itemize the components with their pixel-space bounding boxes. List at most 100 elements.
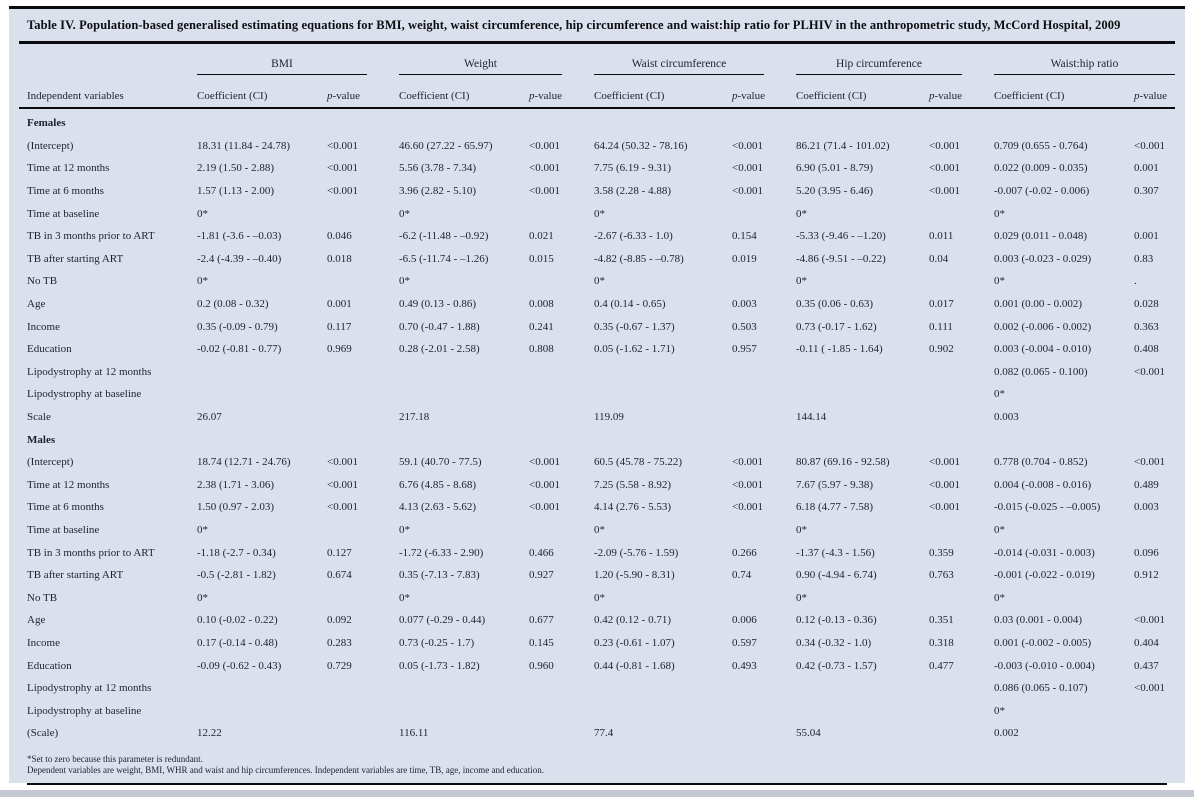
p-value-cell: <0.001 bbox=[529, 478, 560, 491]
p-value-column-header: p-value bbox=[732, 90, 765, 102]
coef-cell: 0.001 (-0.002 - 0.005) bbox=[994, 636, 1092, 649]
coef-cell: 0.10 (-0.02 - 0.22) bbox=[197, 614, 278, 627]
p-value-cell: <0.001 bbox=[732, 478, 763, 491]
coef-cell: 0* bbox=[197, 523, 208, 536]
coef-cell: 0* bbox=[994, 704, 1005, 717]
coef-column-header: Coefficient (CI) bbox=[399, 90, 470, 102]
p-value-cell: <0.001 bbox=[732, 185, 763, 198]
p-value-cell: <0.001 bbox=[529, 185, 560, 198]
table-title: Table IV. Population-based generalised e… bbox=[27, 18, 1121, 32]
coef-cell: 0.003 (-0.004 - 0.010) bbox=[994, 343, 1092, 356]
p-value-cell: 0.437 bbox=[1134, 659, 1159, 672]
p-italic: p bbox=[529, 90, 535, 102]
p-value-cell: <0.001 bbox=[327, 139, 358, 152]
p-value-cell: 0.001 bbox=[1134, 162, 1159, 175]
section-header: Males bbox=[27, 433, 56, 446]
table-row: TB after starting ART -0.5 (-2.81 - 1.82)… bbox=[27, 564, 1175, 587]
coef-cell: 217.18 bbox=[399, 411, 430, 424]
coef-cell: 2.38 (1.71 - 3.06) bbox=[197, 478, 274, 491]
p-value-cell: <0.001 bbox=[929, 139, 960, 152]
p-value-cell: 0.092 bbox=[327, 614, 352, 627]
column-group-header: Hip circumference bbox=[796, 58, 962, 75]
row-label: (Intercept) bbox=[27, 139, 74, 152]
row-label: TB after starting ART bbox=[27, 569, 124, 582]
p-value-cell: 0.404 bbox=[1134, 636, 1159, 649]
row-label: TB after starting ART bbox=[27, 252, 124, 265]
row-label: Age bbox=[27, 614, 46, 627]
coef-cell: -0.001 (-0.022 - 0.019) bbox=[994, 569, 1095, 582]
coef-cell: -1.81 (-3.6 - –0.03) bbox=[197, 230, 282, 243]
row-label: (Scale) bbox=[27, 727, 59, 740]
coef-cell: 0.42 (0.12 - 0.71) bbox=[594, 614, 671, 627]
coef-cell: 4.13 (2.63 - 5.62) bbox=[399, 501, 476, 514]
p-value-cell: <0.001 bbox=[327, 185, 358, 198]
coef-cell: 0.70 (-0.47 - 1.88) bbox=[399, 320, 480, 333]
p-value-cell: 0.003 bbox=[1134, 501, 1159, 514]
coef-column-header: Coefficient (CI) bbox=[594, 90, 665, 102]
coef-cell: 0* bbox=[594, 523, 605, 536]
coef-cell: 7.75 (6.19 - 9.31) bbox=[594, 162, 671, 175]
p-value-cell: <0.001 bbox=[327, 478, 358, 491]
table-row: No TB 0* 0* 0* 0* 0* bbox=[27, 586, 1175, 609]
coef-cell: 0* bbox=[399, 275, 410, 288]
p-value-cell: <0.001 bbox=[529, 501, 560, 514]
p-value-cell: 0.351 bbox=[929, 614, 954, 627]
column-group-header: Waist circumference bbox=[594, 58, 764, 75]
coef-cell: 18.74 (12.71 - 24.76) bbox=[197, 456, 291, 469]
coef-cell: 0.34 (-0.32 - 1.0) bbox=[796, 636, 872, 649]
coef-cell: 12.22 bbox=[197, 727, 222, 740]
coef-cell: 46.60 (27.22 - 65.97) bbox=[399, 139, 493, 152]
p-value-cell: <0.001 bbox=[1134, 456, 1165, 469]
p-value-cell: 0.318 bbox=[929, 636, 954, 649]
coef-cell: 0.73 (-0.25 - 1.7) bbox=[399, 636, 475, 649]
coef-cell: -0.11 ( -1.85 - 1.64) bbox=[796, 343, 883, 356]
p-value-cell: 0.145 bbox=[529, 636, 554, 649]
table-row: Time at 12 months 2.19 (1.50 - 2.88) <0.00… bbox=[27, 157, 1175, 180]
coef-cell: 1.20 (-5.90 - 8.31) bbox=[594, 569, 675, 582]
coef-cell: 26.07 bbox=[197, 411, 222, 424]
coef-cell: 0* bbox=[796, 207, 807, 220]
row-label: Income bbox=[27, 320, 60, 333]
p-value-cell: 0.597 bbox=[732, 636, 757, 649]
table-row: Lipodystrophy at baseline 0* bbox=[27, 383, 1175, 406]
row-label: Lipodystrophy at baseline bbox=[27, 704, 142, 717]
p-value-cell: 0.001 bbox=[327, 298, 352, 311]
coef-cell: 77.4 bbox=[594, 727, 614, 740]
coef-cell: -0.014 (-0.031 - 0.003) bbox=[994, 546, 1095, 559]
p-value-cell: 0.111 bbox=[929, 320, 953, 333]
table-row: Time at 12 months 2.38 (1.71 - 3.06) <0.00… bbox=[27, 474, 1175, 497]
coef-cell: 0.022 (0.009 - 0.035) bbox=[994, 162, 1088, 175]
p-value-cell: 0.04 bbox=[929, 252, 949, 265]
coef-cell: 4.14 (2.76 - 5.53) bbox=[594, 501, 671, 514]
p-value-cell: 0.307 bbox=[1134, 185, 1159, 198]
coef-cell: 0* bbox=[994, 275, 1005, 288]
p-value-cell: 0.003 bbox=[732, 298, 757, 311]
row-label: Scale bbox=[27, 411, 51, 424]
p-value-cell: 0.359 bbox=[929, 546, 954, 559]
row-label: Time at 6 months bbox=[27, 185, 104, 198]
coef-cell: 0.2 (0.08 - 0.32) bbox=[197, 298, 269, 311]
p-value-cell: <0.001 bbox=[732, 139, 763, 152]
row-label: TB in 3 months prior to ART bbox=[27, 230, 155, 243]
coef-cell: 0* bbox=[594, 275, 605, 288]
coef-cell: 59.1 (40.70 - 77.5) bbox=[399, 456, 482, 469]
p-value-cell: 0.489 bbox=[1134, 478, 1159, 491]
row-label: Education bbox=[27, 343, 72, 356]
table-row: Time at 6 months 1.50 (0.97 - 2.03) <0.001… bbox=[27, 496, 1175, 519]
table-row: Age 0.2 (0.08 - 0.32) 0.001 0.49 (0.13 - 0.… bbox=[27, 293, 1175, 316]
coef-cell: -0.007 (-0.02 - 0.006) bbox=[994, 185, 1090, 198]
p-value-cell: 0.674 bbox=[327, 569, 352, 582]
p-value-cell: <0.001 bbox=[1134, 365, 1165, 378]
p-value-cell: 0.902 bbox=[929, 343, 954, 356]
row-label: Lipodystrophy at baseline bbox=[27, 388, 142, 401]
p-value-cell: 0.83 bbox=[1134, 252, 1154, 265]
p-value-cell: <0.001 bbox=[929, 501, 960, 514]
table-row: Time at baseline 0* 0* 0* 0* 0* bbox=[27, 202, 1175, 225]
coef-cell: 2.19 (1.50 - 2.88) bbox=[197, 162, 274, 175]
coef-cell: 0* bbox=[399, 523, 410, 536]
coef-cell: 0.23 (-0.61 - 1.07) bbox=[594, 636, 675, 649]
table-card: Table IV. Population-based generalised e… bbox=[9, 6, 1185, 785]
p-value-cell: 0.046 bbox=[327, 230, 352, 243]
coef-cell: 0.05 (-1.62 - 1.71) bbox=[594, 343, 675, 356]
p-value-column-header: p-value bbox=[1134, 90, 1167, 102]
